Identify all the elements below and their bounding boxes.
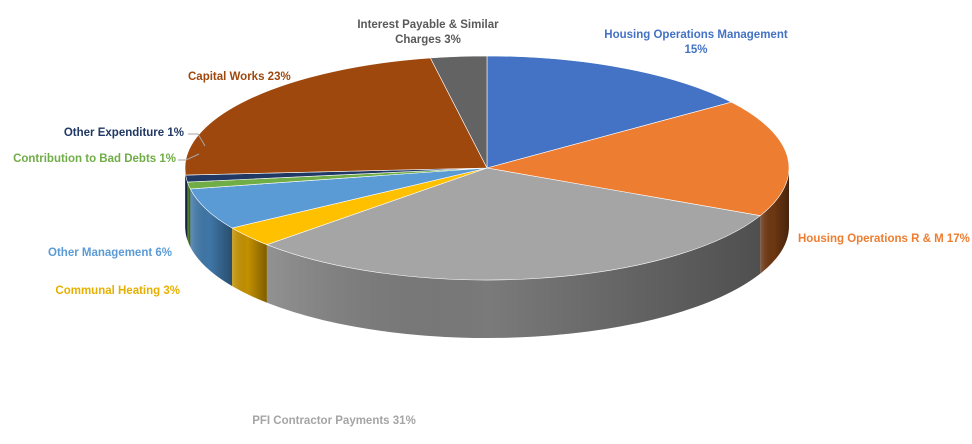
pie-slice-interest-payable-similar-charges (429, 55, 488, 169)
label-other-expenditure: Other Expenditure 1% (63, 127, 184, 139)
pie-side-shade-pfi-contractor-payments (266, 215, 761, 338)
label-housing-operations-rm: Housing Operations R & M 17% (798, 233, 970, 245)
pie-tops (184, 55, 790, 281)
pie-side-shade-capital-works (185, 168, 186, 234)
label-hom-line1: Housing Operations Management (604, 29, 788, 41)
pie-slice-housing-operations-management (486, 55, 733, 169)
label-ip-line2: Charges 3% (395, 34, 461, 46)
pie-slice-capital-works (184, 57, 488, 176)
label-hom-line2: 15% (684, 44, 708, 56)
label-housing-operations-management: Housing Operations Management 15% (598, 28, 794, 58)
pie-side-shade-housing-operations-r-m (760, 168, 789, 274)
pie-slice-housing-operations-r-m (486, 101, 790, 217)
pie-side-shade-other-expenditure (185, 175, 188, 241)
leader-lines (178, 133, 206, 161)
pie-side-shade-other-management (190, 188, 233, 287)
leader-line-bad-debts (178, 153, 200, 161)
pie-slice-pfi-contractor-payments (265, 167, 761, 281)
label-communal-heating: Communal Heating 3% (55, 285, 180, 297)
label-interest-payable: Interest Payable & Similar Charges 3% (345, 18, 511, 48)
label-pfi-contractor-payments: PFI Contractor Payments 31% (252, 415, 416, 427)
leader-line-other-expenditure (188, 133, 206, 147)
label-ip-line1: Interest Payable & Similar (357, 19, 499, 31)
pie-side-shade-contribution-to-bad-debts (187, 182, 191, 247)
label-contribution-bad-debts: Contribution to Bad Debts 1% (13, 153, 176, 165)
label-other-management: Other Management 6% (48, 247, 172, 259)
label-capital-works: Capital Works 23% (188, 71, 291, 83)
pie-sides (185, 168, 789, 338)
pie-side-shade-communal-heating (232, 228, 267, 303)
